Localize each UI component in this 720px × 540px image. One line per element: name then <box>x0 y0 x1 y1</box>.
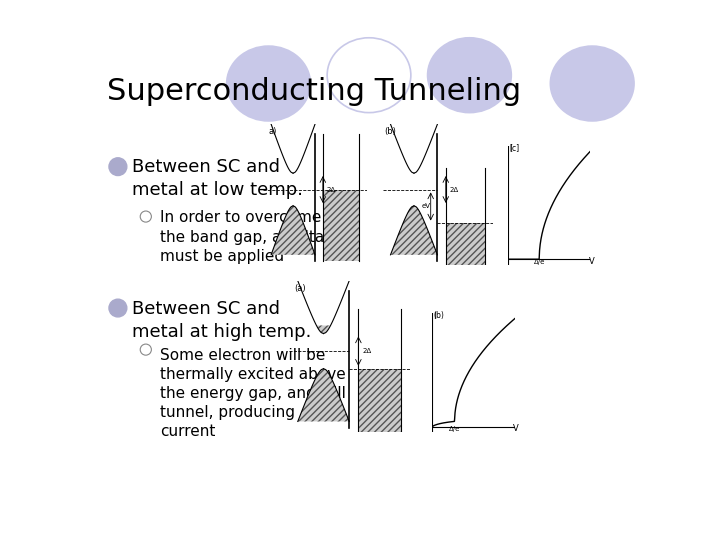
Ellipse shape <box>109 299 127 317</box>
Text: V: V <box>513 424 519 433</box>
Ellipse shape <box>227 46 310 121</box>
Text: In order to overcome
the band gap, a voltage
must be applied: In order to overcome the band gap, a vol… <box>160 210 343 264</box>
Text: 2Δ: 2Δ <box>450 186 459 192</box>
Text: I: I <box>433 312 436 321</box>
Text: Between SC and
metal at high temp.: Between SC and metal at high temp. <box>132 300 311 341</box>
Ellipse shape <box>140 211 151 222</box>
Text: Δ/e: Δ/e <box>449 426 460 432</box>
Ellipse shape <box>550 46 634 121</box>
Text: 2Δ: 2Δ <box>363 348 372 354</box>
Text: Between SC and
metal at low temp.: Between SC and metal at low temp. <box>132 158 303 199</box>
Text: Some electron will be
thermally excited above
the energy gap, and will
tunnel, p: Some electron will be thermally excited … <box>160 348 346 440</box>
Ellipse shape <box>428 38 511 113</box>
Text: V: V <box>589 256 595 266</box>
Text: eV: eV <box>422 204 431 210</box>
Text: a): a) <box>268 127 276 137</box>
Ellipse shape <box>109 158 127 176</box>
Text: Δ/e: Δ/e <box>534 259 545 265</box>
Text: Superconducting Tunneling: Superconducting Tunneling <box>107 77 521 106</box>
Text: 2Δ: 2Δ <box>326 186 336 192</box>
Text: I: I <box>509 144 512 153</box>
Text: (a): (a) <box>294 285 306 293</box>
Ellipse shape <box>140 344 151 355</box>
Text: [c]: [c] <box>509 144 519 152</box>
Text: (b): (b) <box>384 127 396 137</box>
Text: (b): (b) <box>433 311 444 320</box>
